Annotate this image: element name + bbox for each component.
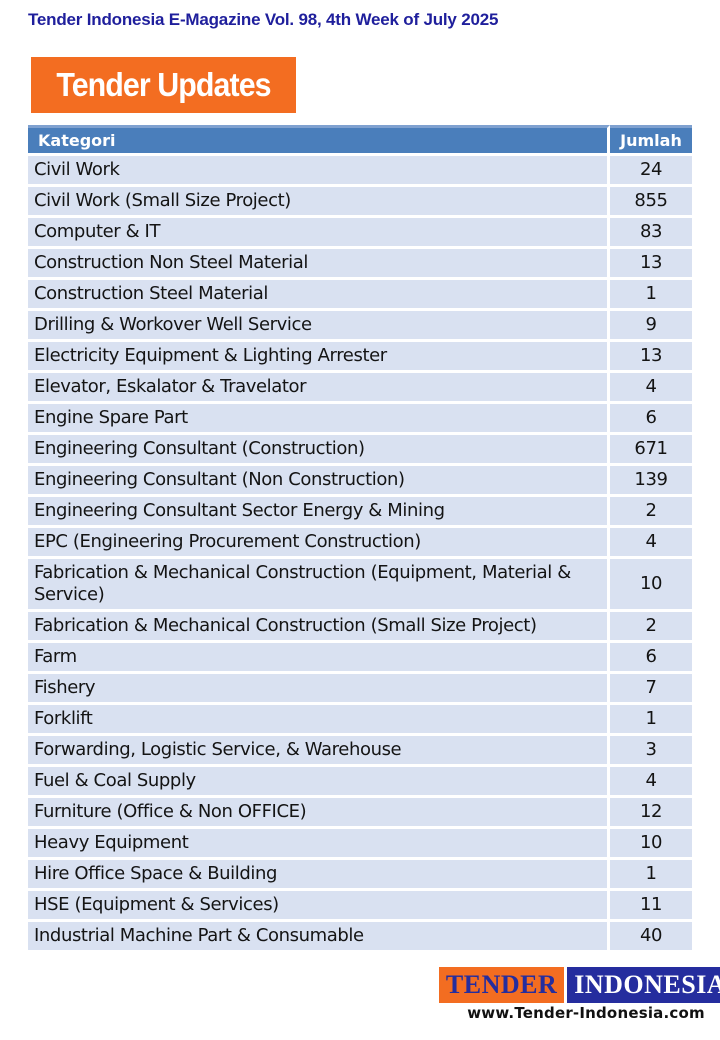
table-row: Heavy Equipment 10: [28, 829, 692, 857]
footer: TENDER INDONESIA www.Tender-Indonesia.co…: [438, 967, 720, 1022]
category-cell: Fabrication & Mechanical Construction (E…: [28, 559, 610, 609]
category-cell: Fuel & Coal Supply: [28, 767, 610, 795]
table-row: Farm 6: [28, 643, 692, 671]
category-cell: Computer & IT: [28, 218, 610, 246]
section-banner: Tender Updates: [31, 57, 296, 113]
count-cell: 11: [610, 891, 692, 919]
count-cell: 2: [610, 612, 692, 640]
table-row: Engine Spare Part 6: [28, 404, 692, 432]
table-row: Fuel & Coal Supply 4: [28, 767, 692, 795]
count-cell: 4: [610, 373, 692, 401]
category-cell: Elevator, Eskalator & Travelator: [28, 373, 610, 401]
category-cell: Civil Work: [28, 156, 610, 184]
category-cell: Forwarding, Logistic Service, & Warehous…: [28, 736, 610, 764]
table-row: Industrial Machine Part & Consumable 40: [28, 922, 692, 950]
count-cell: 671: [610, 435, 692, 463]
category-cell: Heavy Equipment: [28, 829, 610, 857]
count-cell: 40: [610, 922, 692, 950]
table-row: Elevator, Eskalator & Travelator 4: [28, 373, 692, 401]
table-row: Fishery 7: [28, 674, 692, 702]
count-cell: 10: [610, 559, 692, 609]
table-body: Civil Work 24 Civil Work (Small Size Pro…: [28, 156, 692, 950]
count-cell: 24: [610, 156, 692, 184]
count-cell: 12: [610, 798, 692, 826]
table-header-row: Kategori Jumlah: [28, 125, 692, 153]
page-title: Tender Indonesia E-Magazine Vol. 98, 4th…: [28, 10, 499, 29]
table-row: Forwarding, Logistic Service, & Warehous…: [28, 736, 692, 764]
table-row: Engineering Consultant (Construction) 67…: [28, 435, 692, 463]
count-cell: 10: [610, 829, 692, 857]
category-cell: Drilling & Workover Well Service: [28, 311, 610, 339]
count-cell: 6: [610, 404, 692, 432]
table-row: Drilling & Workover Well Service 9: [28, 311, 692, 339]
table-row: Fabrication & Mechanical Construction (E…: [28, 559, 692, 609]
count-cell: 83: [610, 218, 692, 246]
table-row: EPC (Engineering Procurement Constructio…: [28, 528, 692, 556]
category-cell: Fabrication & Mechanical Construction (S…: [28, 612, 610, 640]
count-cell: 4: [610, 767, 692, 795]
category-cell: Construction Non Steel Material: [28, 249, 610, 277]
count-cell: 13: [610, 342, 692, 370]
category-cell: HSE (Equipment & Services): [28, 891, 610, 919]
table-row: Electricity Equipment & Lighting Arreste…: [28, 342, 692, 370]
section-title: Tender Updates: [56, 66, 271, 103]
website-link[interactable]: www.Tender-Indonesia.com: [467, 1004, 705, 1022]
column-header-jumlah: Jumlah: [610, 125, 692, 153]
table-row: Civil Work 24: [28, 156, 692, 184]
table-row: Hire Office Space & Building 1: [28, 860, 692, 888]
table-row: Engineering Consultant (Non Construction…: [28, 466, 692, 494]
count-cell: 9: [610, 311, 692, 339]
category-cell: Civil Work (Small Size Project): [28, 187, 610, 215]
category-cell: Engineering Consultant (Construction): [28, 435, 610, 463]
table-row: Civil Work (Small Size Project) 855: [28, 187, 692, 215]
category-cell: EPC (Engineering Procurement Constructio…: [28, 528, 610, 556]
table-row: Engineering Consultant Sector Energy & M…: [28, 497, 692, 525]
table-row: Fabrication & Mechanical Construction (S…: [28, 612, 692, 640]
category-cell: Hire Office Space & Building: [28, 860, 610, 888]
count-cell: 7: [610, 674, 692, 702]
count-cell: 1: [610, 705, 692, 733]
category-cell: Engineering Consultant Sector Energy & M…: [28, 497, 610, 525]
table-row: Construction Non Steel Material 13: [28, 249, 692, 277]
count-cell: 13: [610, 249, 692, 277]
table-row: Forklift 1: [28, 705, 692, 733]
category-cell: Engineering Consultant (Non Construction…: [28, 466, 610, 494]
count-cell: 855: [610, 187, 692, 215]
table-row: Construction Steel Material 1: [28, 280, 692, 308]
tender-indonesia-logo: TENDER INDONESIA: [438, 967, 720, 1003]
count-cell: 4: [610, 528, 692, 556]
table-row: Computer & IT 83: [28, 218, 692, 246]
category-cell: Fishery: [28, 674, 610, 702]
count-cell: 6: [610, 643, 692, 671]
logo-tender-box: TENDER: [438, 967, 565, 1003]
column-header-kategori: Kategori: [28, 125, 610, 153]
category-cell: Forklift: [28, 705, 610, 733]
tender-updates-table: Kategori Jumlah Civil Work 24 Civil Work…: [28, 122, 692, 953]
count-cell: 1: [610, 860, 692, 888]
count-cell: 3: [610, 736, 692, 764]
logo-indonesia-box: INDONESIA: [567, 967, 720, 1003]
count-cell: 1: [610, 280, 692, 308]
category-cell: Construction Steel Material: [28, 280, 610, 308]
category-cell: Farm: [28, 643, 610, 671]
category-cell: Furniture (Office & Non OFFICE): [28, 798, 610, 826]
category-cell: Engine Spare Part: [28, 404, 610, 432]
table-row: HSE (Equipment & Services) 11: [28, 891, 692, 919]
table-row: Furniture (Office & Non OFFICE) 12: [28, 798, 692, 826]
count-cell: 139: [610, 466, 692, 494]
category-cell: Electricity Equipment & Lighting Arreste…: [28, 342, 610, 370]
category-cell: Industrial Machine Part & Consumable: [28, 922, 610, 950]
count-cell: 2: [610, 497, 692, 525]
